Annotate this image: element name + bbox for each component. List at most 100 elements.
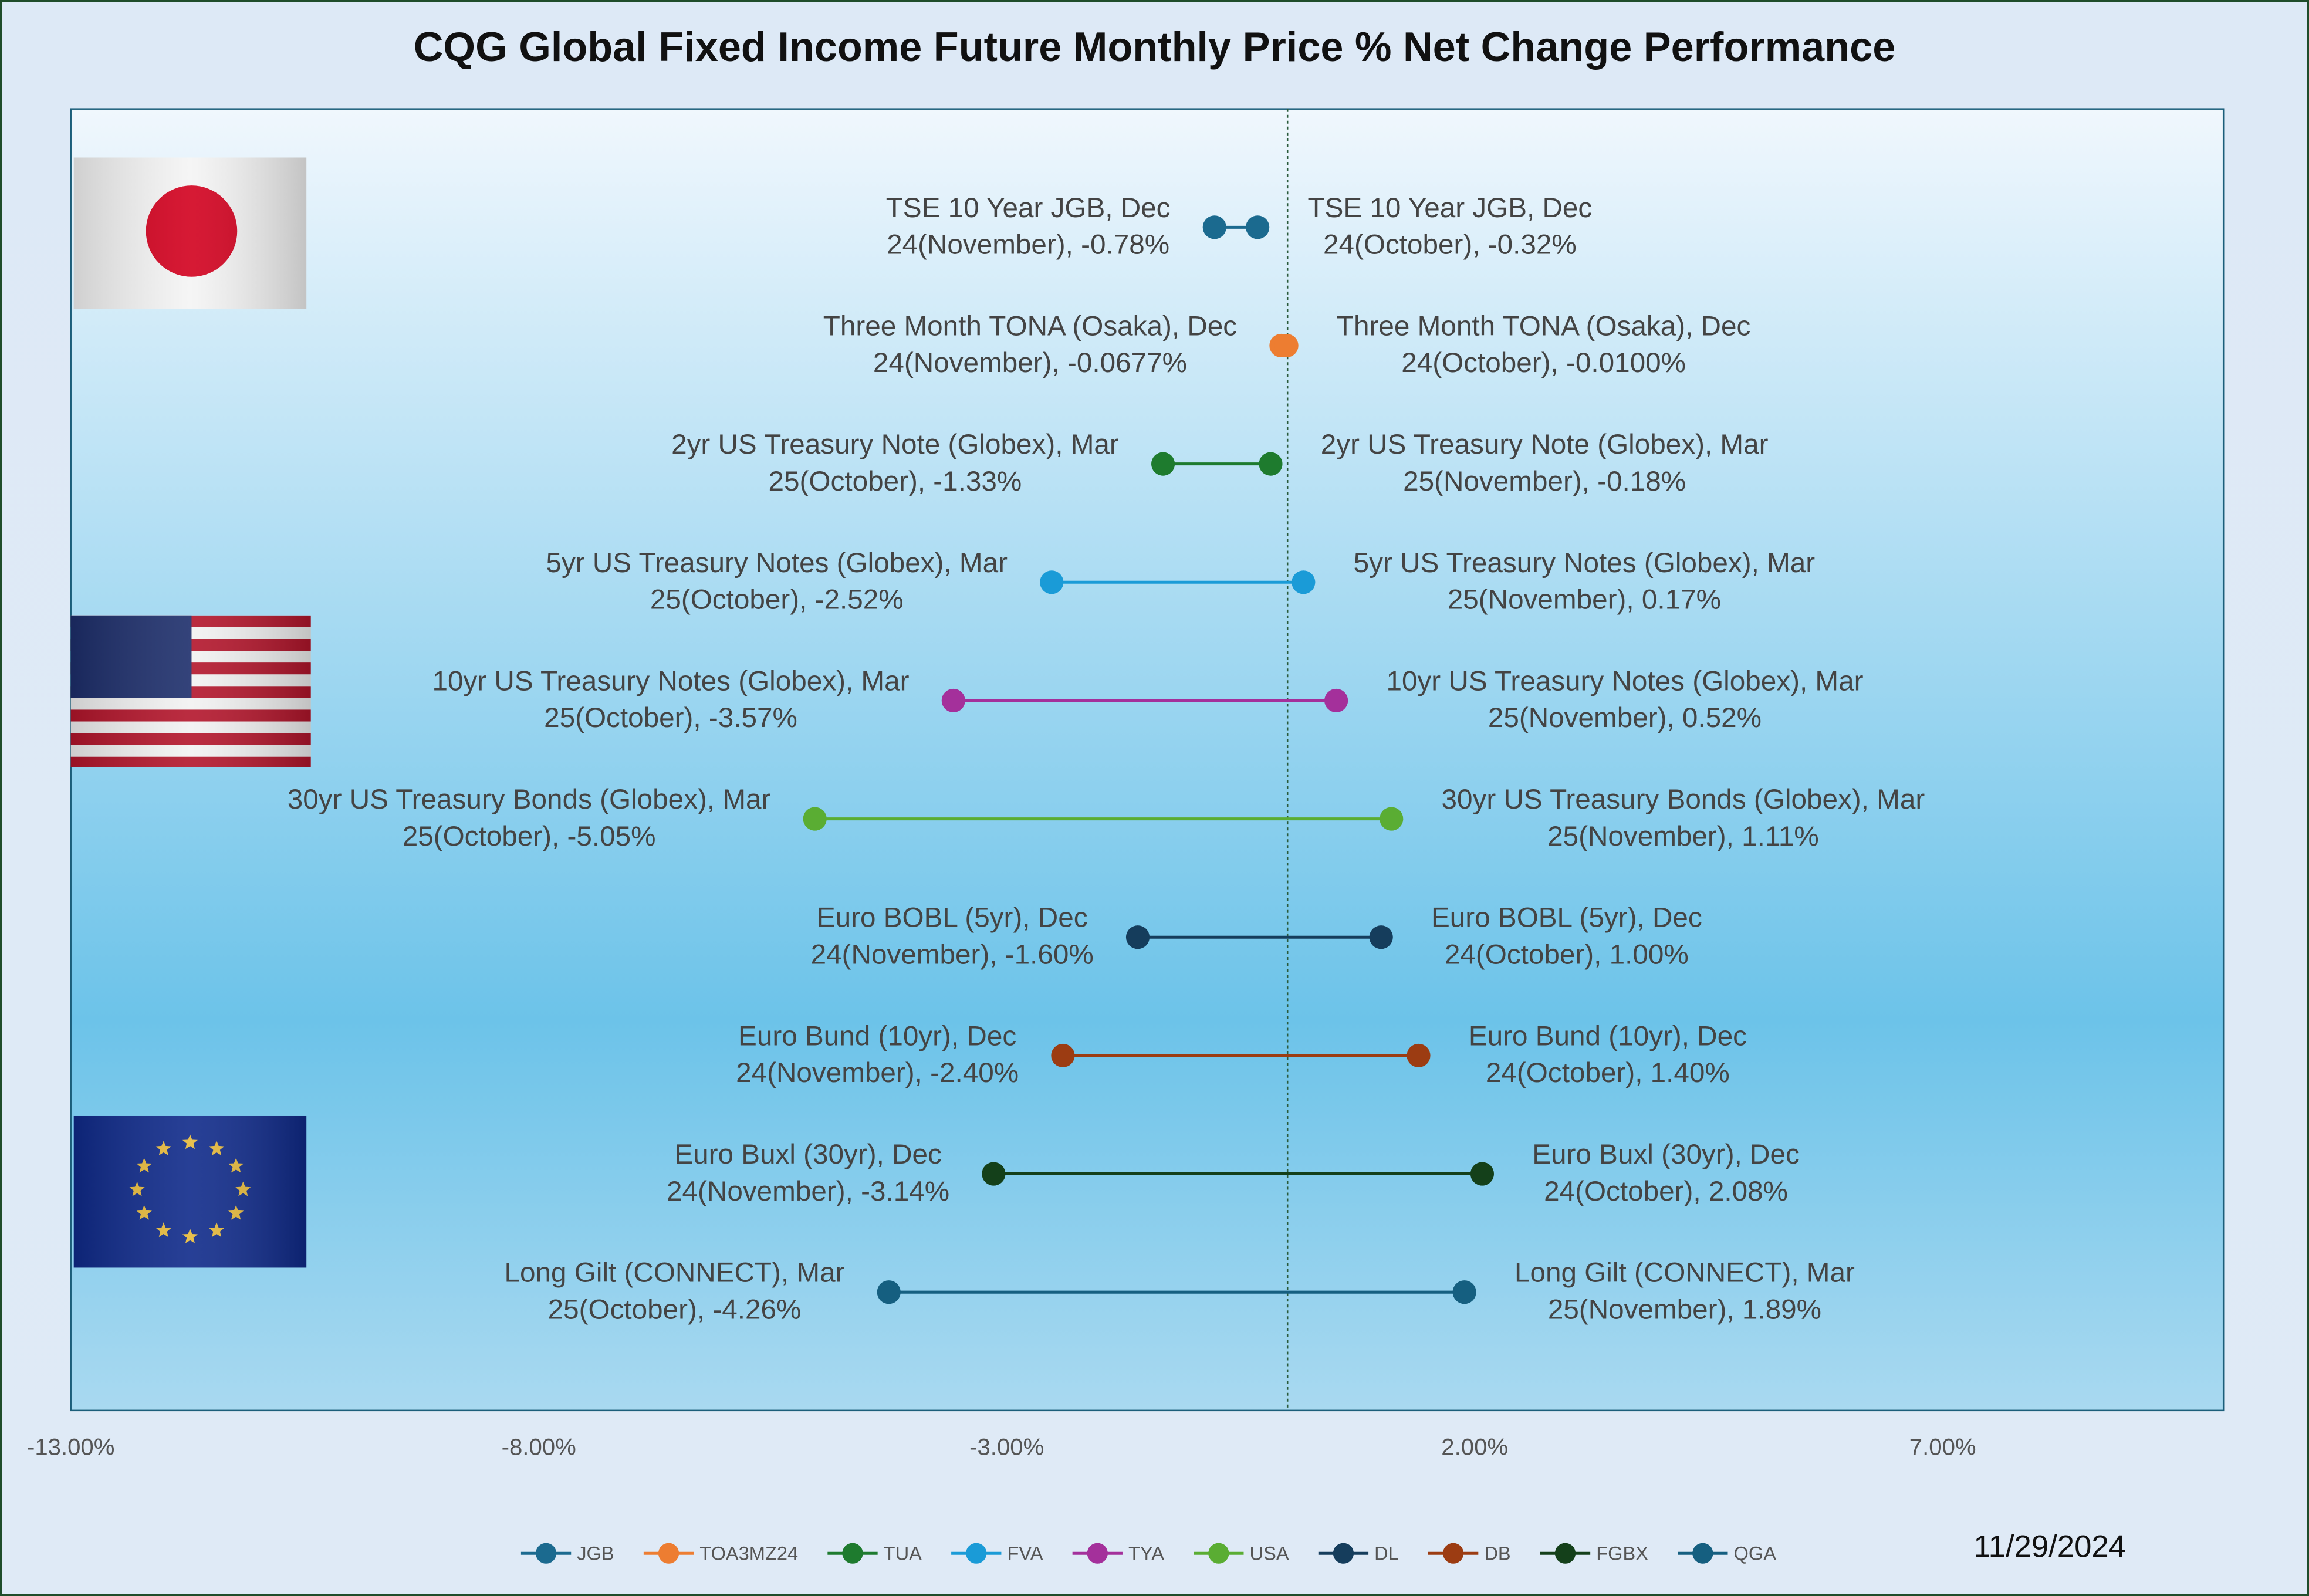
value-label: 24(October), 2.08% xyxy=(1544,1176,1788,1207)
dot xyxy=(1452,1280,1476,1304)
value-label: 24(November), -3.14% xyxy=(667,1176,949,1207)
legend-label: DB xyxy=(1484,1542,1510,1564)
plot-area xyxy=(70,108,2225,1412)
date-label: 11/29/2024 xyxy=(1973,1530,2126,1564)
legend-label: TUA xyxy=(884,1542,922,1564)
value-label: 30yr US Treasury Bonds (Globex), Mar xyxy=(288,784,771,815)
dot xyxy=(1246,215,1270,239)
dot xyxy=(1125,925,1150,949)
chart-title: CQG Global Fixed Income Future Monthly P… xyxy=(414,23,1896,70)
value-label: Euro Buxl (30yr), Dec xyxy=(674,1139,942,1170)
value-label: 2yr US Treasury Note (Globex), Mar xyxy=(671,429,1119,460)
flag-japan xyxy=(73,157,307,309)
value-label: 5yr US Treasury Notes (Globex), Mar xyxy=(546,547,1008,579)
value-label: Long Gilt (CONNECT), Mar xyxy=(505,1257,845,1289)
value-label: Euro Bund (10yr), Dec xyxy=(738,1020,1016,1051)
x-tick-label: -8.00% xyxy=(502,1434,576,1460)
value-label: 24(October), 1.40% xyxy=(1486,1057,1730,1088)
value-label: Three Month TONA (Osaka), Dec xyxy=(1337,310,1750,341)
legend-marker xyxy=(1208,1543,1229,1564)
value-label: Euro Buxl (30yr), Dec xyxy=(1532,1139,1800,1170)
value-label: 24(October), -0.32% xyxy=(1323,229,1577,261)
value-label: Euro BOBL (5yr), Dec xyxy=(817,902,1088,934)
value-label: 2yr US Treasury Note (Globex), Mar xyxy=(1321,429,1769,460)
x-tick-label: -3.00% xyxy=(969,1434,1044,1460)
dot xyxy=(1470,1162,1495,1186)
legend-marker xyxy=(1443,1543,1464,1564)
value-label: Euro Bund (10yr), Dec xyxy=(1469,1020,1747,1051)
value-label: 25(October), -3.57% xyxy=(544,702,797,733)
legend-marker xyxy=(966,1543,987,1564)
legend-marker xyxy=(1333,1543,1354,1564)
value-label: 24(November), -0.78% xyxy=(887,229,1169,261)
dot xyxy=(1380,807,1404,831)
value-label: 10yr US Treasury Notes (Globex), Mar xyxy=(432,665,909,696)
legend-label: DL xyxy=(1374,1542,1399,1564)
legend-marker xyxy=(1554,1543,1576,1564)
legend-item: FVA xyxy=(951,1542,1043,1564)
dot xyxy=(982,1162,1006,1186)
flag-usa xyxy=(70,615,311,767)
legend-marker xyxy=(1692,1543,1713,1564)
value-label: TSE 10 Year JGB, Dec xyxy=(886,192,1171,224)
x-tick-label: 2.00% xyxy=(1441,1434,1508,1460)
dot xyxy=(877,1280,901,1304)
legend-item: DB xyxy=(1428,1542,1511,1564)
legend-label: TOA3MZ24 xyxy=(699,1542,798,1564)
value-label: 25(November), -0.18% xyxy=(1403,466,1686,497)
legend-item: DL xyxy=(1318,1542,1399,1564)
dot xyxy=(1040,570,1064,594)
legend-marker xyxy=(658,1543,679,1564)
value-label: 10yr US Treasury Notes (Globex), Mar xyxy=(1386,665,1863,696)
value-label: 5yr US Treasury Notes (Globex), Mar xyxy=(1354,547,1816,579)
value-label: Three Month TONA (Osaka), Dec xyxy=(823,310,1237,341)
legend-item: USA xyxy=(1194,1542,1289,1564)
value-label: 25(November), 1.89% xyxy=(1548,1294,1821,1325)
value-label: 25(October), -5.05% xyxy=(403,821,656,852)
dot xyxy=(1151,452,1175,476)
value-label: 25(October), -1.33% xyxy=(769,466,1022,497)
dot xyxy=(1369,925,1393,949)
x-tick-label: -13.00% xyxy=(27,1434,114,1460)
legend-item: JGB xyxy=(520,1542,614,1564)
value-label: 24(October), -0.0100% xyxy=(1401,347,1686,378)
value-label: 25(October), -2.52% xyxy=(650,584,904,615)
value-label: Euro BOBL (5yr), Dec xyxy=(1431,902,1702,934)
legend-item: TOA3MZ24 xyxy=(643,1542,798,1564)
dot xyxy=(1202,215,1226,239)
legend-label: USA xyxy=(1250,1542,1289,1564)
dot xyxy=(1407,1043,1431,1067)
dot xyxy=(1259,452,1283,476)
x-tick-label: 7.00% xyxy=(1909,1434,1976,1460)
legend-label: FGBX xyxy=(1596,1542,1648,1564)
flag-eu xyxy=(73,1115,307,1268)
legend-item: QGA xyxy=(1678,1542,1776,1564)
value-label: 24(October), 1.00% xyxy=(1445,939,1689,970)
legend-marker xyxy=(1087,1543,1108,1564)
legend-marker xyxy=(536,1543,557,1564)
legend-label: JGB xyxy=(577,1542,614,1564)
value-label: 25(November), 0.52% xyxy=(1488,702,1762,733)
dot xyxy=(803,807,827,831)
dot xyxy=(1274,333,1299,358)
value-label: 24(November), -2.40% xyxy=(736,1057,1019,1088)
dot xyxy=(1324,688,1348,713)
legend-item: TUA xyxy=(827,1542,922,1564)
legend-item: TYA xyxy=(1072,1542,1164,1564)
value-label: TSE 10 Year JGB, Dec xyxy=(1307,192,1592,224)
value-label: Long Gilt (CONNECT), Mar xyxy=(1514,1257,1855,1289)
value-label: 30yr US Treasury Bonds (Globex), Mar xyxy=(1442,784,1925,815)
dot xyxy=(1051,1043,1075,1067)
legend-label: TYA xyxy=(1128,1542,1164,1564)
legend-label: QGA xyxy=(1734,1542,1777,1564)
value-label: 24(November), -0.0677% xyxy=(873,347,1187,378)
legend-label: FVA xyxy=(1007,1542,1043,1564)
legend-item: FGBX xyxy=(1540,1542,1648,1564)
dot xyxy=(1292,570,1316,594)
value-label: 25(November), 0.17% xyxy=(1448,584,1721,615)
value-label: 25(November), 1.11% xyxy=(1547,821,1819,852)
dot xyxy=(941,688,965,713)
legend-marker xyxy=(842,1543,863,1564)
